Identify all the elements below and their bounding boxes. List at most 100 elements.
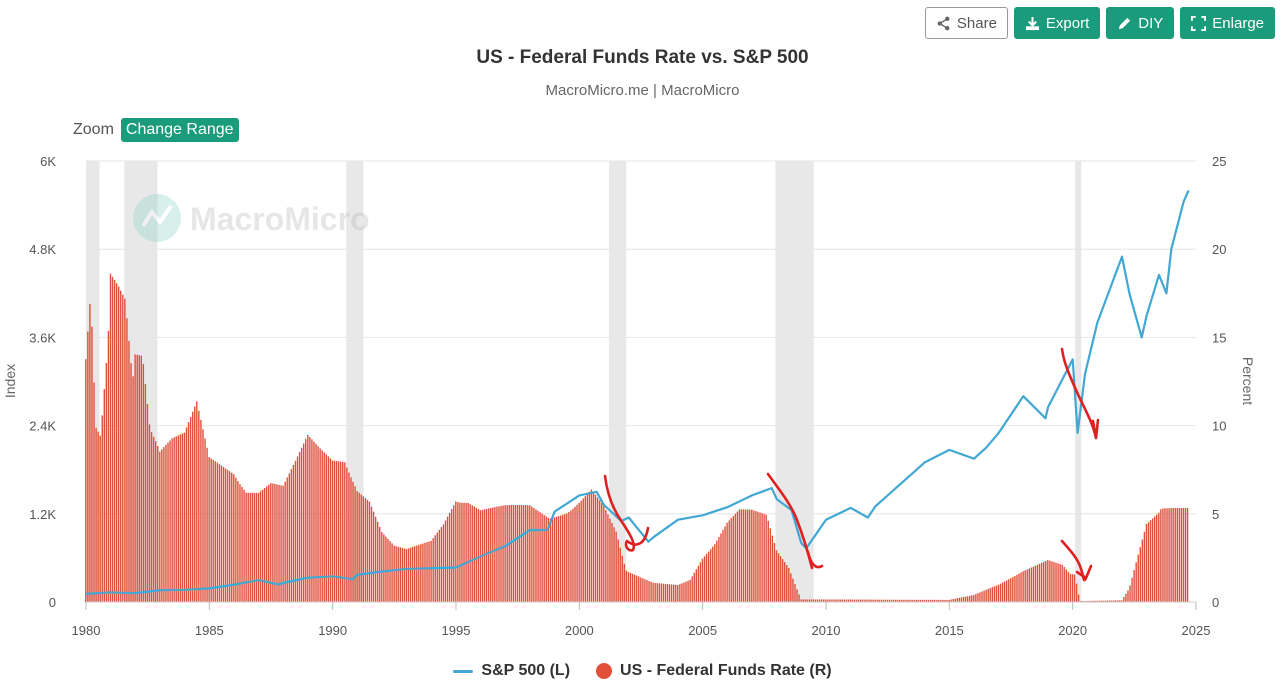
fed-rate-bar-188 [471,505,473,602]
fed-rate-bar-282 [664,583,667,602]
fed-rate-bar-88 [265,486,268,602]
legend-dot-icon [596,663,613,679]
y-left-tick-label-1: 1.2K [29,507,56,522]
download-icon [1025,16,1039,30]
fed-rate-bar-186 [467,502,469,602]
fed-rate-bar-275 [650,581,652,602]
y-axis-right: 0 5 10 15 20 25 [1212,154,1226,610]
x-tick-label-2: 1990 [318,623,347,638]
fed-rate-bar-386 [878,599,880,602]
fed-rate-bar-429 [966,596,969,602]
fed-rate-bar-27 [140,355,142,602]
fed-rate-bar-515 [1143,531,1146,602]
fed-rate-bar-353 [810,599,813,602]
fed-rate-bar-113 [317,446,319,602]
y-left-tick-label-0: 0 [49,595,56,610]
chart-subtitle: MacroMicro.me | MacroMicro [545,82,740,99]
fed-rate-bar-111 [313,441,315,602]
fed-rate-bar-404 [915,599,917,602]
fed-rate-bar-522 [1158,512,1160,602]
fed-rate-bar-205 [506,505,508,602]
enlarge-label: Enlarge [1212,14,1264,32]
fed-rate-bar-92 [274,483,276,602]
fed-rate-bar-360 [825,599,827,602]
fed-rate-bar-462 [1034,565,1037,602]
fed-rate-bar-152 [397,546,399,602]
fed-rate-bar-376 [857,599,860,602]
fed-rate-bar-240 [578,502,580,602]
fed-rate-bar-424 [956,598,959,602]
zoom-label: Zoom [73,121,114,138]
fed-rate-bar-176 [446,516,449,602]
fed-rate-bar-387 [880,599,882,602]
fed-rate-bar-417 [942,599,944,602]
fed-rate-bar-459 [1028,568,1030,602]
fed-rate-bar-251 [601,503,603,602]
fed-rate-bar-350 [804,599,806,602]
fed-rate-bar-325 [753,510,755,602]
fed-rate-bar-508 [1129,585,1131,602]
fed-rate-bar-225 [547,517,549,602]
fed-rate-bar-467 [1045,560,1047,602]
fed-rate-bar-107 [305,439,307,602]
fed-rate-bar-49 [185,427,188,602]
fed-rate-bar-284 [668,584,671,602]
fed-rate-bar-385 [876,599,878,602]
fed-rate-bar-377 [860,599,862,602]
fed-rate-bar-439 [987,588,989,602]
fed-rate-bar-164 [422,543,424,602]
fed-rate-bar-10 [105,363,108,602]
zoom-control: Zoom Change Range [73,118,239,142]
fed-rate-bar-177 [448,512,451,602]
change-range-button[interactable]: Change Range [120,118,239,142]
fed-rate-bar-87 [263,488,266,602]
fed-rate-bar-307 [716,540,718,602]
legend-item-fed-rate[interactable]: US - Federal Funds Rate (R) [596,662,832,680]
fed-rate-bar-283 [666,584,669,602]
y-axis-left: 0 1.2K 2.4K 3.6K 4.8K 6K [29,154,56,610]
fed-rate-bar-466 [1042,561,1045,602]
fed-rate-bar-2 [89,304,91,602]
fed-rate-bar-329 [761,513,763,602]
fed-rate-bar-464 [1038,563,1041,602]
share-button[interactable]: Share [924,7,1008,39]
fed-rate-bar-320 [742,509,745,602]
fed-rate-bar-64 [216,462,219,602]
fed-rate-bar-5 [95,427,97,602]
fed-rate-bar-370 [845,599,848,602]
fed-rate-bar-331 [765,514,767,602]
fed-rate-bar-388 [882,599,885,602]
fed-rate-bar-179 [453,505,455,602]
fed-rate-bar-218 [533,508,535,602]
fed-rate-bar-445 [999,583,1002,602]
diy-button[interactable]: DIY [1106,7,1175,39]
fed-rate-bar-44 [175,436,177,602]
legend-item-sp500[interactable]: S&P 500 (L) [453,662,570,680]
export-button[interactable]: Export [1013,7,1101,39]
sp500-line[interactable] [85,189,1190,595]
fed-rate-bar-21 [128,340,130,602]
fed-rate-bar-334 [771,535,774,602]
fed-rate-bar-313 [728,520,730,602]
fed-rate-bar-149 [391,543,393,602]
watermark-chart-icon [141,204,173,228]
fed-rate-bar-428 [964,596,967,602]
fed-rate-bar-241 [580,500,582,602]
fed-rate-bar-163 [420,544,422,602]
fed-rate-bar-290 [681,583,683,602]
fed-rate-bar-79 [247,492,249,602]
enlarge-button[interactable]: Enlarge [1180,7,1275,39]
recession-band-5 [1075,161,1082,602]
fed-rate-bar-367 [839,599,841,602]
fed-rate-bar-41 [169,440,171,602]
hand-drawn-annotations [603,347,1100,582]
fed-rate-bar-237 [572,508,574,602]
fed-rate-bar-318 [738,509,741,602]
fed-rate-bar-227 [551,517,554,602]
fed-rate-bar-496 [1104,600,1107,602]
chart-title: US - Federal Funds Rate vs. S&P 500 [476,47,809,68]
fed-rate-bar-276 [652,582,654,602]
fed-rate-bar-89 [268,484,270,602]
fed-rate-bar-14 [113,279,116,602]
fed-rate-bar-476 [1063,566,1065,602]
